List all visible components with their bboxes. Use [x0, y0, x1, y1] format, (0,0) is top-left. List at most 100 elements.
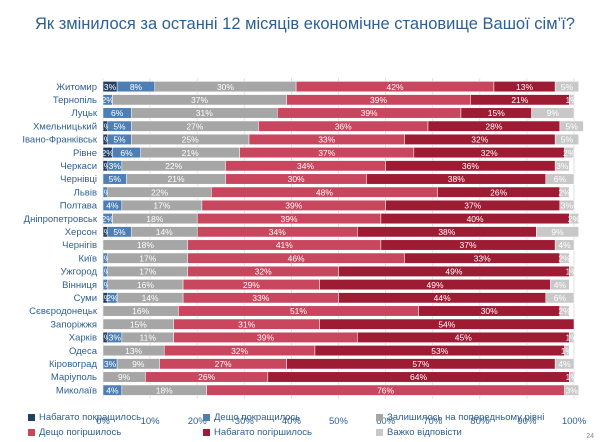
- data-label: 26%: [198, 372, 215, 382]
- data-label: 3%: [104, 82, 117, 92]
- category-label: Чернігів: [62, 240, 97, 251]
- data-label: 32%: [481, 148, 498, 158]
- data-label: 39%: [281, 214, 298, 224]
- data-label: 4%: [106, 385, 119, 395]
- data-label: 1%: [99, 121, 112, 131]
- bar-segment: [559, 305, 570, 317]
- legend-label: Дещо погіршилось: [39, 427, 122, 438]
- data-label: 6%: [111, 108, 124, 118]
- data-label: 3%: [109, 161, 122, 171]
- category-label: Маріуполь: [51, 372, 97, 383]
- data-label: 3%: [109, 333, 122, 343]
- data-label: 11%: [140, 333, 157, 343]
- x-tick-label: 80%: [470, 416, 490, 427]
- data-label: 8%: [130, 82, 143, 92]
- data-label: 1%: [99, 280, 112, 290]
- category-label: Харків: [69, 333, 97, 344]
- legend-label: Набагато покращилось: [39, 412, 142, 423]
- x-tick-label: 60%: [376, 416, 396, 427]
- category-label: Львів: [74, 187, 97, 198]
- data-label: 1%: [565, 372, 578, 382]
- data-label: 18%: [137, 240, 154, 250]
- legend-label: Набагато погіршилось: [214, 427, 312, 438]
- data-label: 32%: [255, 267, 272, 277]
- data-label: 1%: [565, 267, 578, 277]
- data-label: 5%: [113, 227, 126, 237]
- data-label: 1%: [565, 333, 578, 343]
- category-labels: Житомир Тернопіль Луцьк Хмельницький Івано-Ф…: [22, 82, 98, 397]
- bar-segment: [569, 371, 575, 383]
- data-label: 6%: [554, 293, 567, 303]
- category-label: Тернопіль: [53, 95, 97, 106]
- data-label: 54%: [438, 319, 455, 329]
- data-label: 27%: [215, 359, 232, 369]
- category-label: Ужгород: [60, 267, 97, 278]
- category-label: Суми: [74, 293, 97, 304]
- data-label: 1%: [99, 135, 112, 145]
- data-label: 30%: [288, 174, 305, 184]
- data-label: 9%: [118, 372, 131, 382]
- bar-segment: [564, 345, 570, 357]
- data-label: 28%: [485, 121, 502, 131]
- data-label: 1%: [99, 253, 112, 263]
- data-label: 39%: [257, 333, 274, 343]
- bar-segment: [319, 318, 575, 330]
- data-label: 2%: [558, 187, 571, 197]
- data-label: 37%: [464, 201, 481, 211]
- data-label: 3%: [104, 359, 117, 369]
- legend-item: Дещо погіршилось: [28, 427, 121, 438]
- bar-segment: [564, 384, 579, 396]
- data-label: 1%: [565, 95, 578, 105]
- data-label: 21%: [511, 95, 528, 105]
- bar-segment: [569, 265, 575, 277]
- data-label: 14%: [142, 293, 159, 303]
- data-label: 18%: [146, 214, 163, 224]
- chart-title: Як змінилося за останні 12 місяців еконо…: [35, 15, 575, 33]
- category-label: Херсон: [65, 227, 97, 238]
- data-label: 5%: [561, 135, 574, 145]
- bar-segment: [559, 199, 575, 211]
- data-label: 4%: [558, 359, 571, 369]
- x-tick-label: 40%: [282, 416, 302, 427]
- data-label: 6%: [554, 174, 567, 184]
- x-tick-label: 30%: [235, 416, 255, 427]
- bar-segment: [564, 147, 575, 159]
- bar-segment: [545, 173, 575, 185]
- data-label: 1%: [99, 293, 112, 303]
- data-label: 76%: [377, 385, 394, 395]
- data-label: 26%: [490, 187, 507, 197]
- data-label: 39%: [370, 95, 387, 105]
- legend-label: Залишилось на попередньому рівні: [387, 412, 545, 423]
- category-label: Хмельницький: [33, 121, 97, 132]
- data-label: 2%: [102, 95, 115, 105]
- data-label: 33%: [252, 293, 269, 303]
- bar-segment: [569, 213, 579, 225]
- data-label: 39%: [285, 201, 302, 211]
- category-label: Запоріжжя: [50, 319, 97, 330]
- category-label: Полтава: [60, 201, 98, 212]
- data-label: 49%: [427, 280, 444, 290]
- x-tick-label: 20%: [188, 416, 208, 427]
- data-label: 39%: [361, 108, 378, 118]
- data-label: 57%: [412, 359, 429, 369]
- data-label: 15%: [130, 319, 147, 329]
- data-label: 2%: [102, 148, 115, 158]
- legend-swatch: [28, 414, 35, 421]
- x-tick-label: 100%: [562, 416, 587, 427]
- data-label: 27%: [186, 121, 203, 131]
- data-label: 1%: [99, 227, 112, 237]
- data-label: 13%: [125, 346, 142, 356]
- data-label: 30%: [481, 306, 498, 316]
- data-label: 46%: [288, 253, 305, 263]
- legend-item: Важко відповісти: [376, 427, 462, 438]
- data-label: 33%: [474, 253, 491, 263]
- bar-segment: [536, 226, 579, 238]
- bars: 3% 8% 30% 42% 13% 5%2% 37% 39% 21% 1%6% 31% 39% 15% 9…: [99, 81, 584, 396]
- data-label: 32%: [471, 135, 488, 145]
- legend-label: Дещо покращилось: [214, 412, 301, 423]
- data-label: 31%: [196, 108, 213, 118]
- data-label: 2%: [568, 214, 581, 224]
- bar-segment: [554, 133, 579, 145]
- data-label: 3%: [556, 161, 569, 171]
